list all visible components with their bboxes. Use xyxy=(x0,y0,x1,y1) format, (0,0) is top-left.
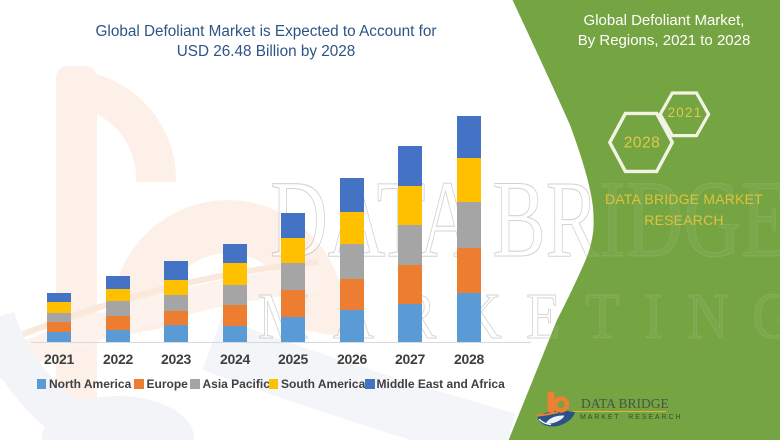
svg-text:MARKETING: MARKETING xyxy=(258,280,780,353)
svg-text:2021: 2021 xyxy=(668,105,703,120)
svg-text:DATA BRIDGE: DATA BRIDGE xyxy=(270,158,780,280)
svg-text:2028: 2028 xyxy=(624,135,660,152)
